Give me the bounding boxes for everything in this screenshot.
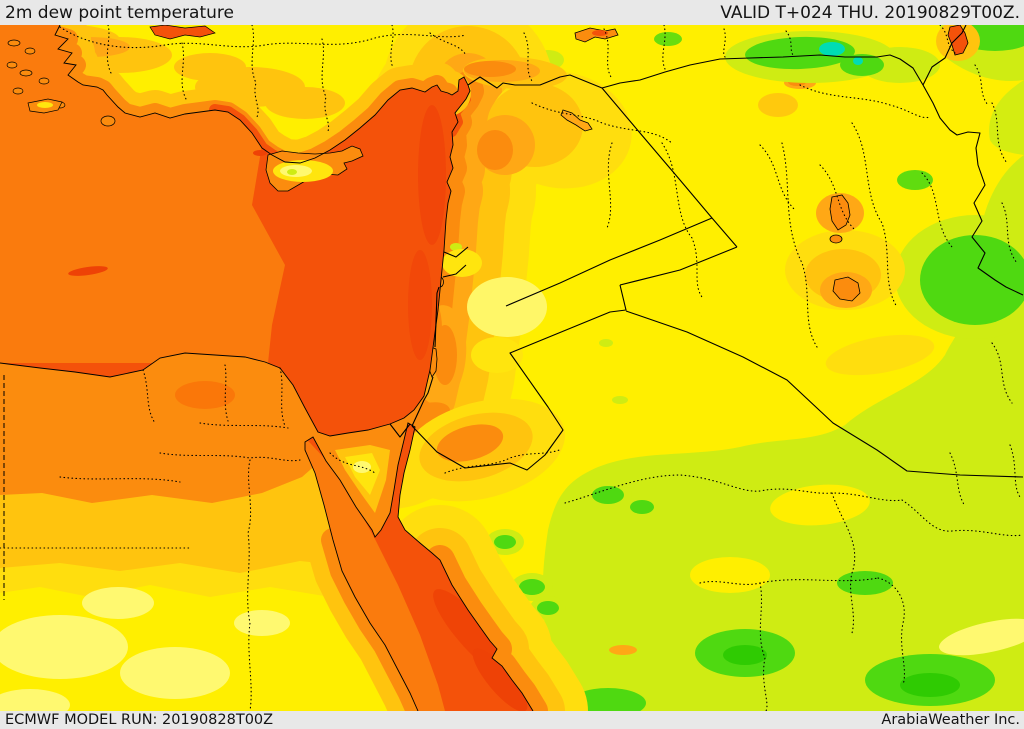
lebanon-borders (442, 246, 469, 278)
lake-razzaza (832, 276, 861, 302)
egypt-israel-border (389, 423, 411, 438)
jordan-israel-border (411, 286, 440, 427)
sinai-peninsula (313, 423, 410, 537)
dewpoint-map (0, 25, 1024, 711)
turkey-syria-border (467, 54, 924, 89)
admin-boundaries (0, 25, 1024, 711)
syria-patches (442, 56, 816, 277)
lake-urmia (947, 25, 969, 56)
valid-time-label: VALID T+024 THU. 20190829T00Z. (720, 2, 1020, 23)
iraq-saudi-border (625, 310, 1024, 478)
cyprus (265, 145, 364, 192)
egypt-bands (0, 343, 368, 711)
jordan-syria-border (505, 217, 713, 307)
credit-label: ArabiaWeather Inc. (881, 712, 1020, 728)
header-bar: 2m dew point temperature VALID T+024 THU… (0, 0, 1024, 25)
lake-assad (560, 109, 593, 132)
east-chartreuse-region (542, 80, 1024, 711)
model-run-label: ECMWF MODEL RUN: 20190828T00Z (5, 712, 274, 728)
jordan-iraq-border (619, 246, 738, 286)
jordan-saudi-border (411, 284, 627, 471)
lakes (428, 25, 969, 378)
marmara-and-islands (6, 25, 216, 127)
footer-bar: ECMWF MODEL RUN: 20190828T00Z ArabiaWeat… (0, 711, 1024, 729)
coastlines (0, 25, 534, 711)
lake-habbaniyah (829, 234, 843, 244)
syria-iraq-border (601, 87, 738, 248)
iraq-iran-border (922, 84, 1024, 296)
nw-saudi-patches (398, 398, 654, 620)
turkey-iran-border (922, 25, 967, 86)
lake-tharthar (829, 194, 851, 231)
country-borders (3, 25, 1024, 600)
page-title: 2m dew point temperature (5, 2, 234, 23)
map-canvas (0, 25, 1024, 711)
